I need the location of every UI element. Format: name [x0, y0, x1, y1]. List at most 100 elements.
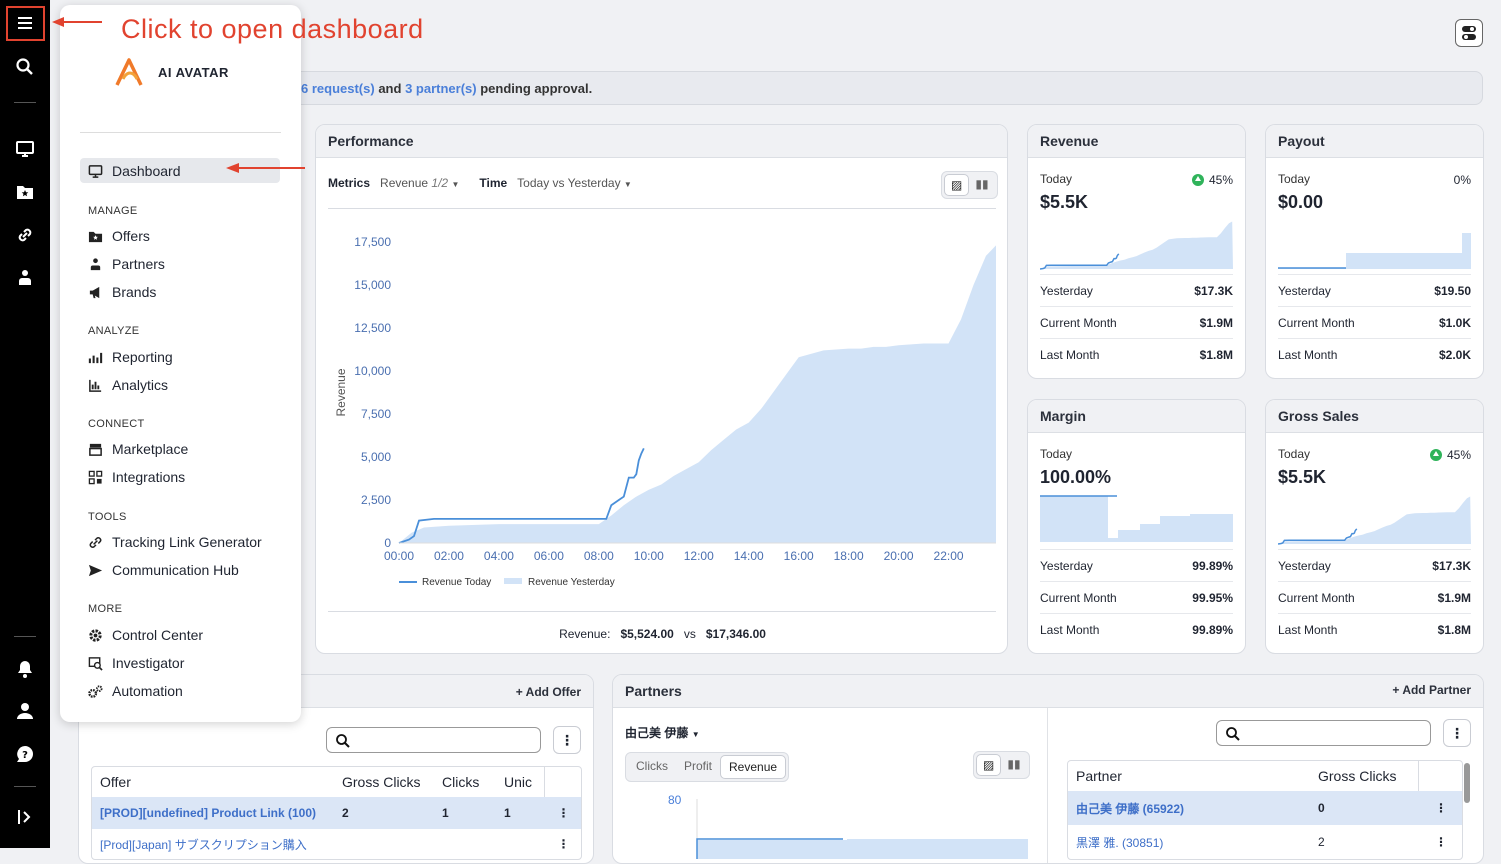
bar-chart-icon[interactable]: ▮▮ [975, 177, 989, 191]
x-tick-label: 22:00 [934, 549, 964, 563]
area-chart-icon[interactable]: ▨ [944, 174, 970, 196]
partners-icon[interactable] [13, 266, 37, 290]
nav-communication-hub[interactable]: Communication Hub [88, 562, 239, 578]
kpi-row-label: Last Month [1040, 622, 1100, 637]
tab-clicks[interactable]: Clicks [636, 759, 668, 773]
partner-link[interactable]: 黒澤 雅. (30851) [1076, 835, 1164, 850]
kpi-row-label: Last Month [1040, 347, 1100, 362]
kpi-row: Yesterday $19.50 [1278, 274, 1471, 306]
nav-menu-panel: AI AVATAR Dashboard MANAGE Offers Partne… [60, 5, 301, 722]
nav-marketplace[interactable]: Marketplace [88, 441, 188, 457]
offers-more-button[interactable]: ⋮ [553, 726, 581, 754]
x-tick-label: 04:00 [484, 549, 514, 563]
table-row[interactable]: 黒澤 雅. (30851) 2 ⋮ [1068, 825, 1462, 859]
link-icon[interactable] [13, 223, 37, 247]
offers-search-input[interactable] [326, 727, 541, 753]
partners-card: Partners + Add Partner 由己美 伊藤 ▼ Clicks Pr… [612, 674, 1484, 864]
partner-mini-chart [696, 799, 1028, 859]
partners-search-input[interactable] [1216, 720, 1431, 746]
col-partner[interactable]: Partner [1076, 768, 1122, 784]
legend-label-today: Revenue Today [422, 577, 491, 588]
y-tick-label: 2,500 [361, 493, 391, 507]
help-icon[interactable]: ? [13, 742, 37, 766]
nav-dashboard[interactable]: Dashboard [80, 158, 280, 183]
metrics-select[interactable]: Revenue 1/2 ▼ [380, 176, 460, 190]
offer-link[interactable]: [PROD][undefined] Product Link (100) [100, 806, 316, 820]
kpi-row-value: 99.95% [1192, 590, 1233, 605]
kpi-row-value: $19.50 [1434, 283, 1471, 298]
time-label: Time [479, 176, 508, 190]
x-tick-label: 20:00 [884, 549, 914, 563]
partners-title: Partners [625, 683, 682, 699]
today-label: Today [1278, 447, 1311, 461]
search-icon[interactable] [13, 55, 37, 79]
partner-link[interactable]: 由己美 伊藤 (65922) [1076, 801, 1185, 816]
ai-avatar-logo-icon [115, 58, 143, 86]
time-select[interactable]: Today vs Yesterday ▼ [517, 176, 632, 190]
add-partner-button[interactable]: + Add Partner [1392, 683, 1471, 697]
x-tick-label: 10:00 [634, 549, 664, 563]
col-gross-clicks[interactable]: Gross Clicks [1318, 768, 1397, 784]
nav-partners[interactable]: Partners [88, 256, 165, 272]
area-chart-icon[interactable]: ▨ [976, 754, 1002, 776]
nav-brands[interactable]: Brands [88, 284, 156, 300]
nav-automation[interactable]: Automation [88, 683, 183, 699]
offer-link[interactable]: [Prod][Japan] サブスクリプション購入 [100, 837, 307, 852]
today-value: $5.5K [1278, 467, 1327, 487]
x-tick-label: 12:00 [684, 549, 714, 563]
divider [328, 208, 996, 209]
row-menu-icon[interactable]: ⋮ [557, 806, 570, 820]
folder-star-icon[interactable] [13, 180, 37, 204]
partner-select[interactable]: 由己美 伊藤 ▼ [625, 726, 700, 740]
table-row[interactable]: [Prod][Japan] サブスクリプション購入 ⋮ [92, 829, 581, 859]
nav-integrations[interactable]: Integrations [88, 469, 185, 485]
kpi-row: Yesterday 99.89% [1040, 549, 1233, 581]
tab-profit[interactable]: Profit [684, 759, 713, 773]
partner-chart-toggle: ▨ ▮▮ [973, 751, 1030, 779]
chevron-down-icon: ▼ [623, 180, 632, 189]
tab-revenue[interactable]: Revenue [720, 755, 787, 779]
section-more: MORE [88, 603, 123, 615]
kpi-row-label: Yesterday [1278, 558, 1331, 573]
performance-chart: 0 2,500 5,000 7,500 10,000 12,500 15,000 17,500… [334, 235, 996, 588]
y-tick-label: 10,000 [354, 364, 391, 378]
payout-card: Payout Today $0.00 0% Yesterday $19.50 Cur… [1265, 124, 1484, 379]
integrations-icon [88, 470, 103, 484]
col-clicks[interactable]: Clicks [442, 774, 480, 790]
table-row[interactable]: [PROD][undefined] Product Link (100) 2 1… [92, 797, 581, 829]
settings-toggle-button[interactable] [1455, 19, 1483, 47]
partners-icon [90, 257, 101, 270]
monitor-icon[interactable] [13, 137, 37, 161]
revenue-yesterday-area [399, 245, 996, 543]
nav-control-center[interactable]: Control Center [88, 627, 203, 643]
col-offer[interactable]: Offer [100, 774, 131, 790]
user-icon[interactable] [13, 699, 37, 723]
col-gross-clicks[interactable]: Gross Clicks [342, 774, 421, 790]
scrollbar[interactable] [1464, 763, 1470, 803]
hamburger-menu-icon[interactable] [13, 11, 37, 35]
col-unique[interactable]: Unic [504, 774, 533, 790]
bar-chart-icon[interactable]: ▮▮ [1007, 757, 1021, 771]
requests-link[interactable]: 6 request(s) [301, 81, 375, 96]
section-connect: CONNECT [88, 418, 145, 430]
row-menu-icon[interactable]: ⋮ [1435, 835, 1447, 849]
margin-rows: Yesterday 99.89% Current Month 99.95% Last M… [1040, 549, 1233, 645]
gross-sales-sparkline [1278, 496, 1471, 545]
nav-reporting[interactable]: Reporting [88, 349, 173, 365]
expand-rail-icon[interactable] [13, 805, 37, 829]
bell-icon[interactable] [13, 657, 37, 681]
table-row[interactable]: 由己美 伊藤 (65922) 0 ⋮ [1068, 791, 1462, 825]
row-menu-icon[interactable]: ⋮ [1435, 801, 1447, 815]
nav-offers[interactable]: Offers [88, 228, 150, 244]
sparkline-line [1040, 253, 1120, 270]
partners-link[interactable]: 3 partner(s) [405, 81, 477, 96]
partners-more-button[interactable]: ⋮ [1443, 719, 1471, 747]
chevron-down-icon: ▼ [451, 180, 460, 189]
nav-tracking-link-generator[interactable]: Tracking Link Generator [88, 534, 262, 550]
nav-investigator[interactable]: Investigator [88, 655, 184, 671]
row-menu-icon[interactable]: ⋮ [557, 837, 570, 851]
nav-analytics[interactable]: Analytics [88, 377, 168, 393]
gear-icon [89, 628, 102, 642]
rail-divider [14, 636, 36, 637]
x-tick-label: 00:00 [384, 549, 414, 563]
